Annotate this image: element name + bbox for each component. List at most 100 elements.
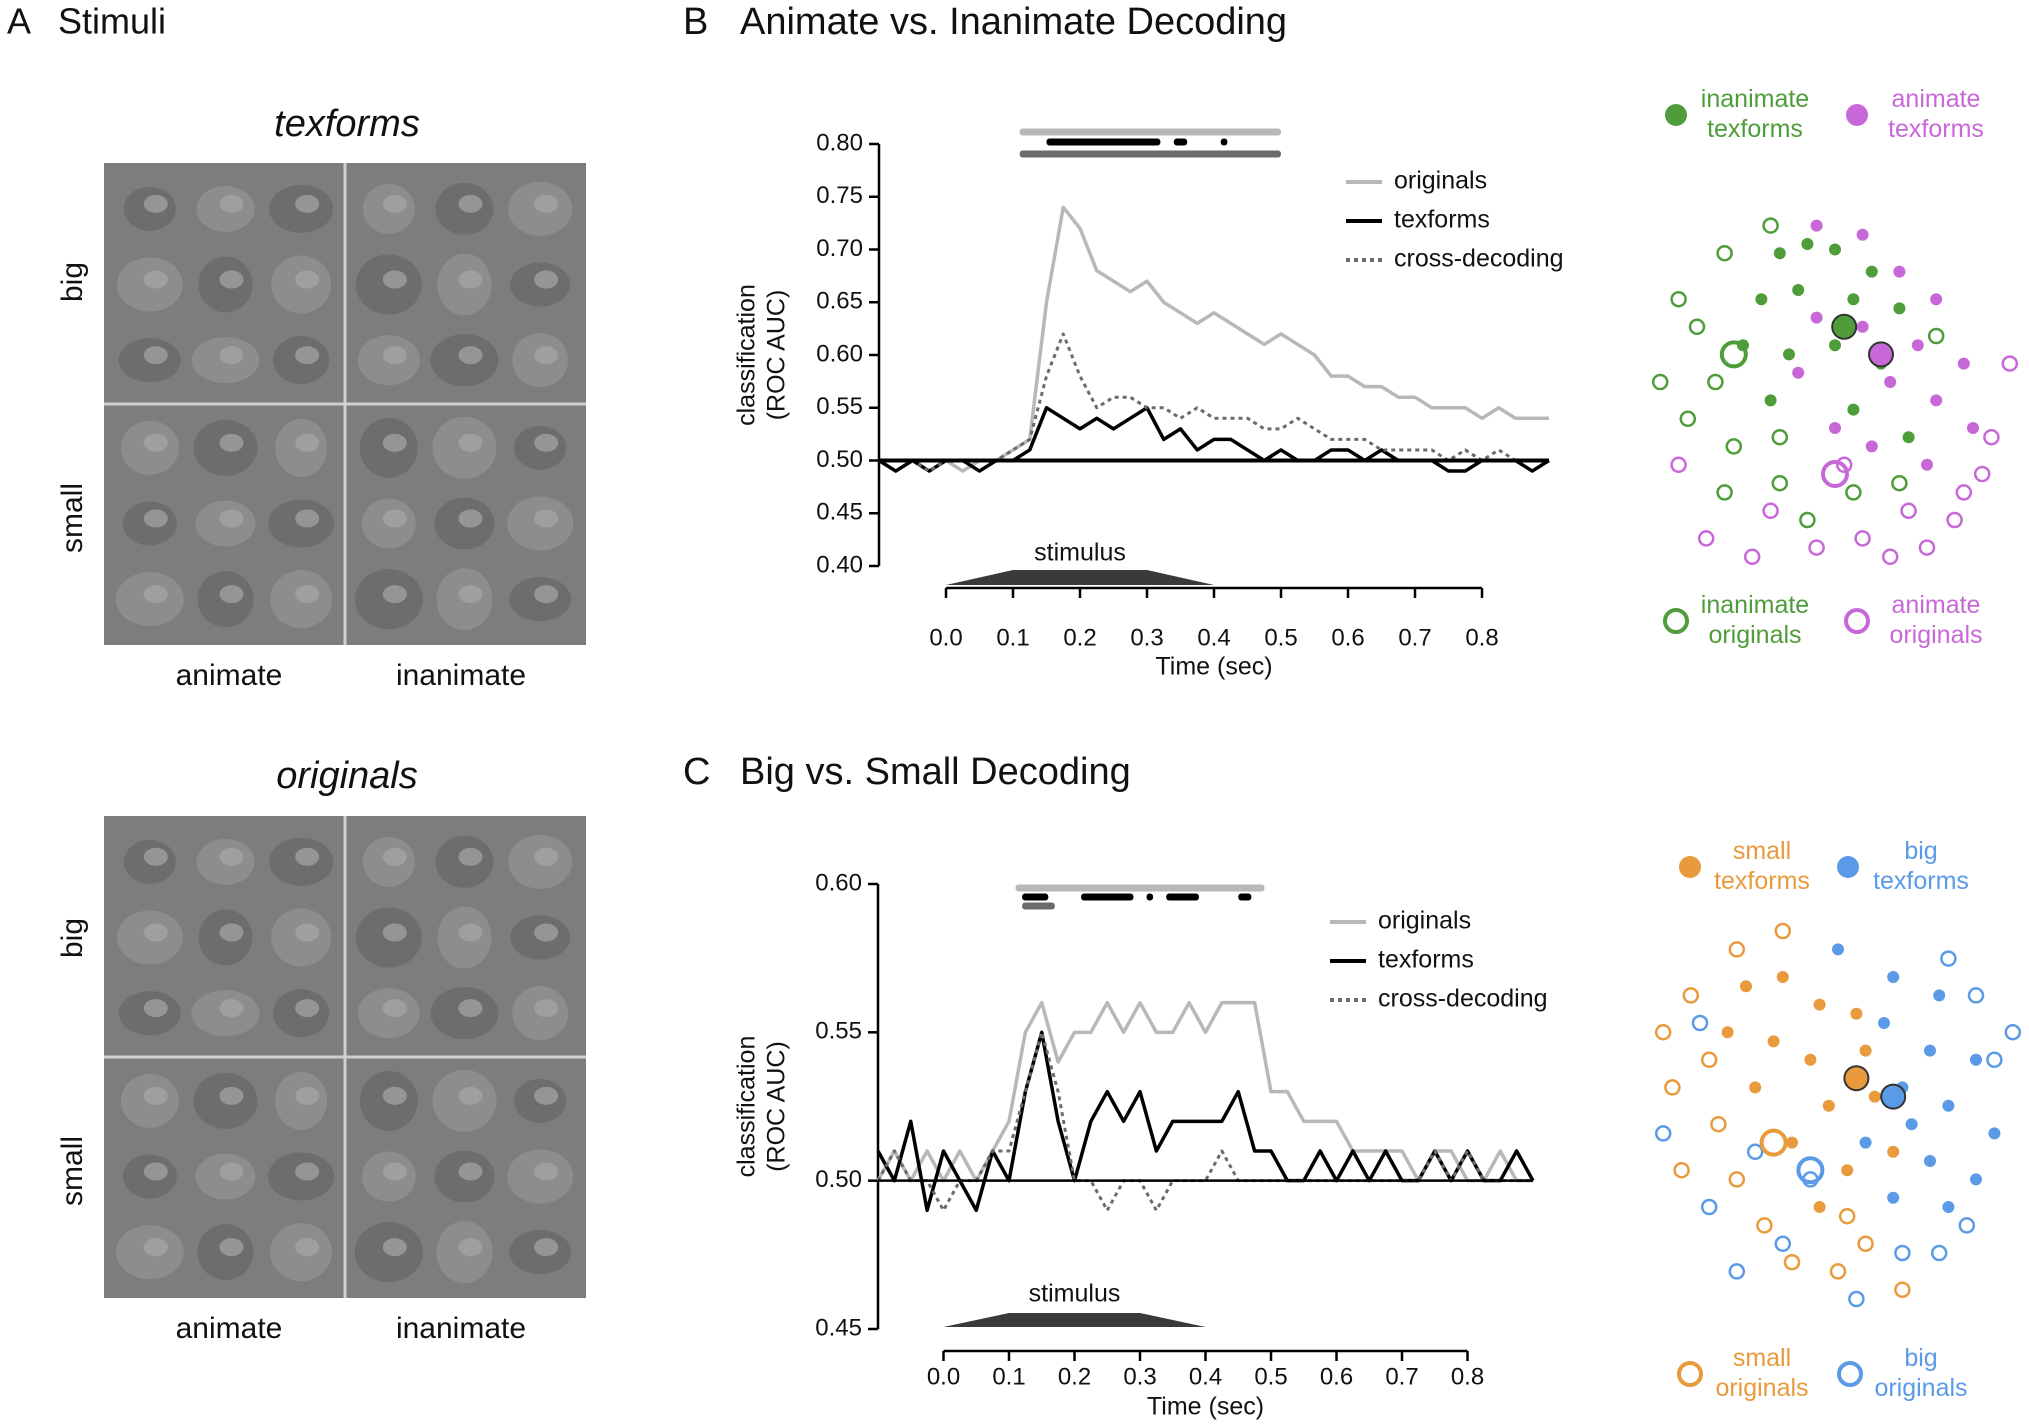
- scatter-point: [1946, 511, 1963, 529]
- x-tick-label: 0.6: [1320, 1363, 1353, 1390]
- scatter-point: [1804, 1053, 1817, 1066]
- x-tick-label: 0.0: [929, 624, 962, 651]
- scatter-point: [1801, 238, 1814, 250]
- stimulus-image: [382, 194, 407, 213]
- series-line: [879, 332, 1549, 473]
- scatter-point: [1740, 980, 1752, 993]
- panel-label: B: [683, 1, 708, 43]
- scatter-point: [1891, 474, 1908, 492]
- column-label: animate: [176, 659, 283, 692]
- stimulus-image: [219, 1238, 244, 1257]
- stimulus-image: [382, 923, 407, 942]
- legend-label: originals: [1378, 907, 1471, 935]
- legend-label: inanimate texforms: [1700, 85, 1810, 143]
- scatter-point: [1829, 243, 1841, 256]
- scatter-point: [1749, 1081, 1762, 1094]
- scatter-point: [1771, 474, 1789, 492]
- stimulus-image: [295, 270, 320, 289]
- scatter-point: [1845, 484, 1862, 501]
- stimulus-image: [219, 509, 244, 528]
- scatter-point: [1856, 228, 1869, 241]
- x-tick-label: 0.1: [996, 624, 1029, 651]
- stimulus-image: [219, 346, 244, 365]
- stimulus-image: [458, 509, 483, 528]
- scatter-point: [1958, 1217, 1976, 1234]
- stimulus-image: [534, 1086, 559, 1105]
- row-label: big: [56, 918, 89, 958]
- scatter-point: [1774, 1235, 1792, 1253]
- scatter-point: [1942, 1201, 1955, 1213]
- x-tick-label: 0.8: [1465, 624, 1498, 651]
- stimulus-image: [219, 1162, 244, 1181]
- stimulus-image: [382, 270, 407, 289]
- scatter-point: [1771, 428, 1789, 446]
- stimulus-image: [382, 847, 407, 866]
- grid-title: originals: [276, 755, 418, 797]
- centroid: [1821, 460, 1849, 488]
- stimulus-image: [458, 194, 483, 213]
- scatter-point: [1847, 403, 1860, 416]
- legend-marker: [1663, 608, 1689, 634]
- significance-bar: [1146, 893, 1154, 901]
- stimulus-image: [382, 1162, 407, 1181]
- scatter-point: [1933, 989, 1946, 1002]
- stimulus-image: [295, 923, 320, 942]
- scatter-point: [1921, 458, 1933, 471]
- stimulus-image: [534, 999, 559, 1018]
- stimulus-image: [534, 194, 559, 213]
- scatter-point: [1924, 1044, 1936, 1057]
- y-tick-label: 0.75: [816, 182, 863, 209]
- scatter-point: [1838, 1207, 1856, 1225]
- scatter-point: [1764, 394, 1777, 407]
- y-tick-label: 0.60: [816, 340, 863, 367]
- scatter-point: [1930, 1244, 1948, 1262]
- scatter-point: [1930, 394, 1943, 407]
- stimulus-image: [382, 585, 407, 604]
- scatter-point: [1924, 1155, 1936, 1167]
- scatter-point: [1688, 318, 1706, 336]
- stimulus-image: [219, 847, 244, 866]
- scatter-point: [1725, 438, 1743, 455]
- stimulus-image: [458, 346, 483, 365]
- legend-label: cross-decoding: [1394, 245, 1564, 273]
- scatter-point: [1786, 1136, 1798, 1149]
- legend-label: big originals: [1874, 1344, 1968, 1402]
- stimulus-label: stimulus: [1029, 1280, 1121, 1308]
- scatter-point: [1783, 1253, 1801, 1271]
- scatter-point: [1670, 456, 1687, 474]
- panel-label: A: [7, 1, 31, 42]
- scatter-point: [1783, 348, 1795, 361]
- scatter-point: [1728, 1263, 1746, 1280]
- stimulus-image: [219, 585, 244, 604]
- stimulus-image: [382, 346, 407, 365]
- scatter-point: [1810, 219, 1823, 232]
- stimulus-image: [534, 433, 559, 452]
- y-tick-label: 0.80: [816, 129, 863, 156]
- stimulus-image: [295, 509, 320, 528]
- stimulus-image: [458, 585, 483, 604]
- y-tick-label: 0.45: [815, 1314, 862, 1341]
- scatter-point: [1887, 971, 1900, 983]
- stimulus-image: [534, 1238, 559, 1257]
- column-label: inanimate: [396, 659, 526, 692]
- legend-marker: [1837, 856, 1859, 878]
- column-label: inanimate: [396, 1312, 526, 1345]
- y-tick-label: 0.50: [816, 446, 863, 473]
- stimulus-image: [382, 1086, 407, 1105]
- x-tick-label: 0.3: [1123, 1363, 1156, 1390]
- significance-bar: [1081, 893, 1134, 901]
- chart-title: Animate vs. Inanimate Decoding: [740, 1, 1287, 43]
- stimulus-image: [458, 270, 483, 289]
- y-tick-label: 0.50: [815, 1166, 862, 1193]
- scatter-point: [1829, 422, 1841, 434]
- scatter-point: [1865, 265, 1878, 278]
- stimulus-image: [219, 194, 244, 213]
- stimulus-image: [219, 270, 244, 289]
- stimulus-image: [534, 923, 559, 942]
- scatter-point: [1691, 1014, 1709, 1032]
- scatter-point: [1762, 502, 1779, 520]
- x-tick-label: 0.4: [1197, 624, 1230, 651]
- centroid: [1880, 1083, 1907, 1110]
- scatter-point: [1927, 327, 1945, 345]
